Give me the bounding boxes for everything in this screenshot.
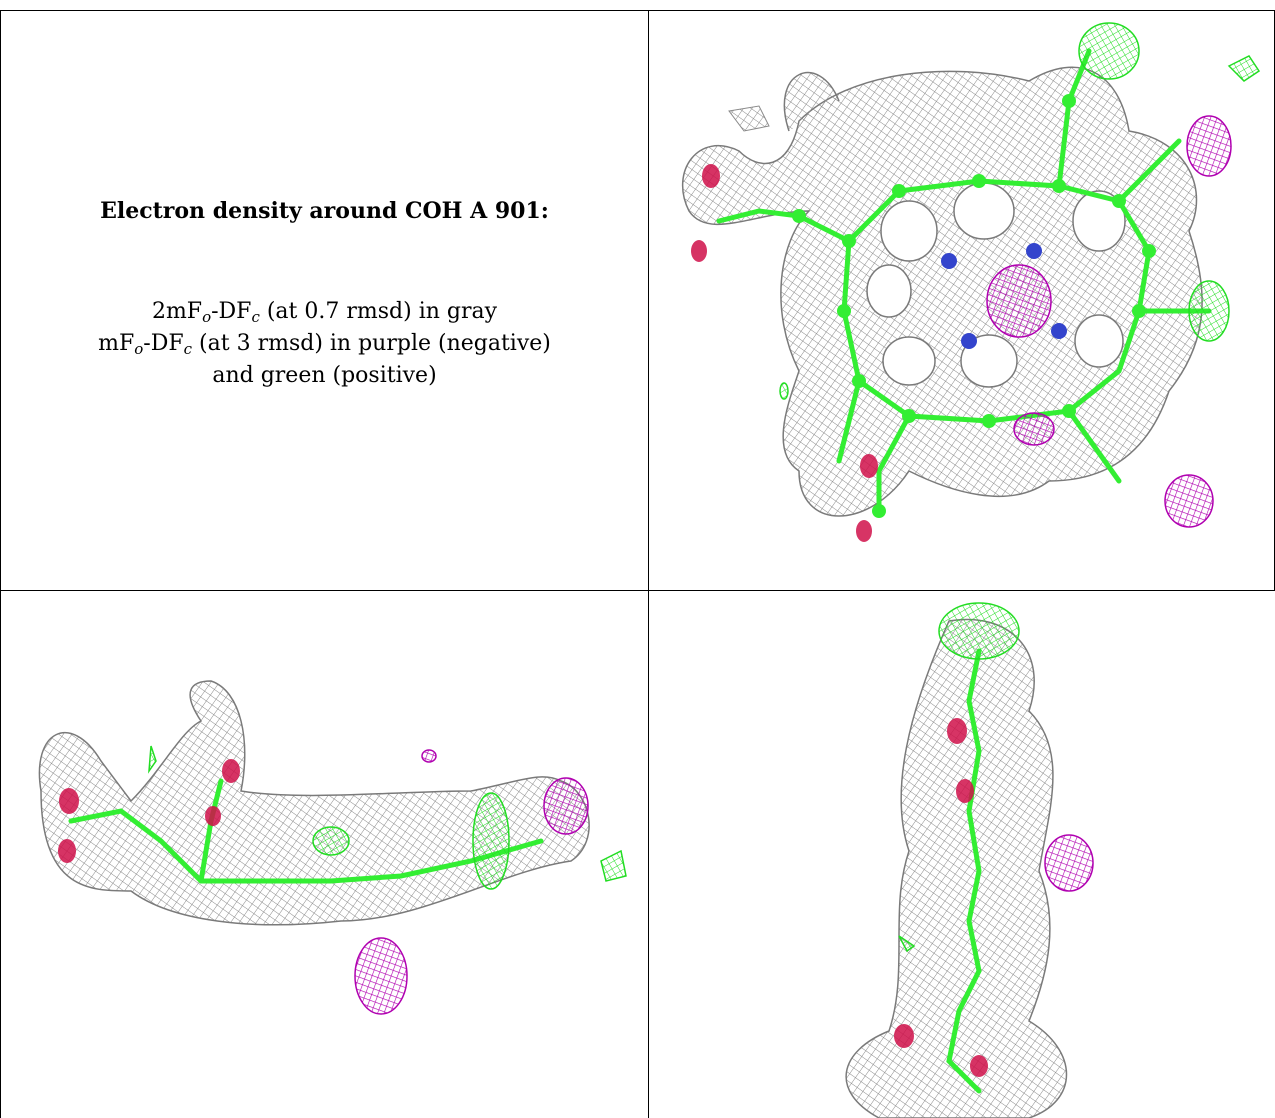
caption-line-colors: and green (positive) xyxy=(212,363,437,388)
green-mesh-positive xyxy=(148,745,627,890)
electron-density-top-view-image xyxy=(682,22,1261,542)
electron-density-edge-view-image xyxy=(845,602,1094,1118)
table-border-top xyxy=(0,10,1275,11)
green-carbon-skeleton xyxy=(946,648,982,1094)
table-column-divider xyxy=(648,10,649,1118)
gray-mesh-density xyxy=(38,680,590,926)
green-mesh-positive xyxy=(898,602,1020,953)
green-carbon-skeleton xyxy=(716,48,1212,514)
table-border-left xyxy=(0,10,1,1118)
table-row-divider xyxy=(0,590,1275,591)
purple-mesh-negative xyxy=(354,749,589,1015)
porphyrin-ring-holes xyxy=(866,182,1126,388)
oxygen-atoms xyxy=(58,759,240,863)
figure-table: Electron density around COH A 901: 2mFo-… xyxy=(0,10,1275,1118)
gray-mesh-fragment xyxy=(728,105,770,132)
gray-mesh-density xyxy=(845,618,1068,1118)
caption-line-2fofc: 2mFo-DFc (at 0.7 rmsd) in gray xyxy=(151,299,498,326)
purple-mesh-negative xyxy=(986,115,1232,528)
density-panel-top-view xyxy=(649,11,1274,589)
caption-cell: Electron density around COH A 901: 2mFo-… xyxy=(1,11,648,589)
green-carbon-atoms xyxy=(792,94,1156,518)
electron-density-side-view-image xyxy=(38,680,627,1015)
oxygen-atoms xyxy=(894,718,988,1077)
density-panel-side-view xyxy=(1,591,648,1118)
gray-mesh-density xyxy=(682,66,1203,517)
green-mesh-positive xyxy=(779,22,1261,400)
oxygen-atoms xyxy=(691,164,878,542)
nitrogen-atoms xyxy=(941,243,1067,349)
purple-mesh-negative xyxy=(1044,834,1094,892)
caption-line-fofc: mFo-DFc (at 3 rmsd) in purple (negative) xyxy=(98,331,551,358)
density-panel-edge-view xyxy=(649,591,1275,1118)
caption-title: Electron density around COH A 901: xyxy=(100,198,549,224)
